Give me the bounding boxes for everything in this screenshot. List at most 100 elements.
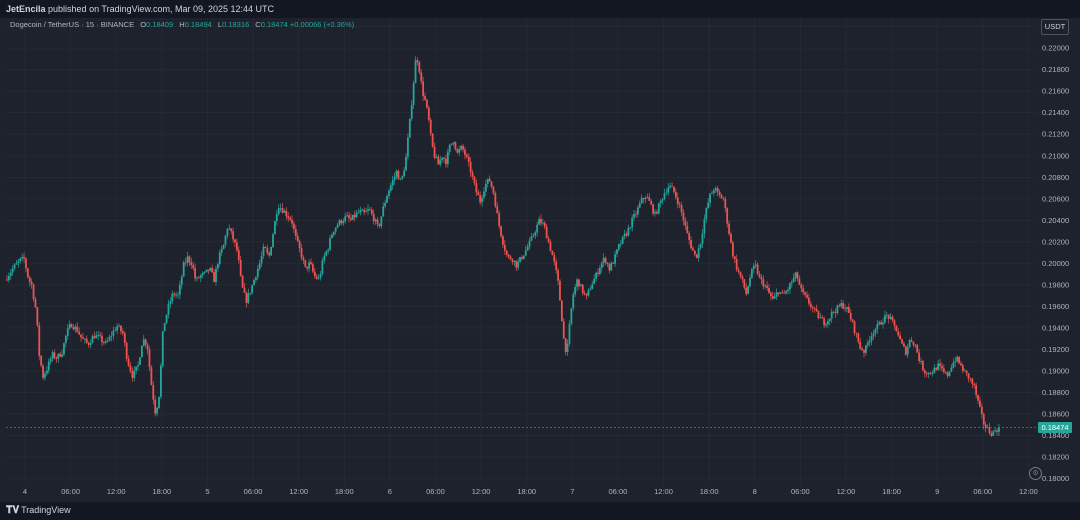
candle-body <box>513 260 516 262</box>
last-price-tag: 0.18474 <box>1038 422 1072 434</box>
candle-body <box>929 372 932 374</box>
candle-body <box>847 306 850 313</box>
candle-body <box>980 406 983 414</box>
candle-body <box>610 262 613 271</box>
candle-body <box>984 424 987 428</box>
candle-body <box>23 256 25 259</box>
candle-body <box>340 220 343 224</box>
candle-body <box>505 250 508 255</box>
candle-body <box>785 291 788 294</box>
candle-body <box>403 170 406 177</box>
candle-body <box>750 268 753 278</box>
candle-body <box>325 251 328 256</box>
candle-body <box>446 151 449 165</box>
low-label: L <box>217 20 223 29</box>
candle-body <box>796 272 799 279</box>
candle-body <box>960 363 962 366</box>
candle-body <box>885 314 888 316</box>
candle-body <box>429 119 432 134</box>
candle-body <box>63 343 65 355</box>
candle-body <box>522 255 525 259</box>
publish-bar: JetEncila published on TradingView.com, … <box>0 0 1080 18</box>
candle-body <box>350 218 352 220</box>
chart-area[interactable]: 0.222000.220000.218000.216000.214000.212… <box>6 18 1080 502</box>
candle-body <box>175 294 177 296</box>
candle-body <box>777 292 780 294</box>
price-tick-label: 0.20200 <box>1042 237 1069 246</box>
grid <box>6 18 1036 484</box>
candle-body <box>78 331 81 335</box>
candle-body <box>351 214 354 220</box>
currency-button[interactable]: USDT <box>1041 19 1069 35</box>
tradingview-logo[interactable]: 𝐓𝐕 TradingView <box>6 505 71 516</box>
candle-body <box>825 324 827 326</box>
candle-body <box>433 146 436 158</box>
candle-body <box>296 236 299 241</box>
candle-body <box>76 326 79 332</box>
settings-gear-icon[interactable]: ⚙ <box>1029 467 1042 480</box>
candle-body <box>844 308 846 310</box>
tradingview-mark-icon: 𝐓𝐕 <box>6 505 20 516</box>
time-tick-label: 9 <box>935 487 939 496</box>
candle-body <box>910 340 913 342</box>
candle-body <box>97 335 100 337</box>
candle-body <box>382 206 385 217</box>
time-tick-label: 06:00 <box>61 487 80 496</box>
candle-body <box>180 276 183 285</box>
price-tick-label: 0.19400 <box>1042 323 1069 332</box>
candle-body <box>821 317 824 319</box>
candle-body <box>692 248 694 251</box>
time-tick-label: 18:00 <box>882 487 901 496</box>
candle-body <box>496 206 499 214</box>
candle-body <box>209 267 212 271</box>
candle-body <box>167 303 170 315</box>
candle-body <box>794 272 797 278</box>
price-chart[interactable]: 0.222000.220000.218000.216000.214000.212… <box>6 18 1080 502</box>
author-name[interactable]: JetEncila <box>6 4 46 14</box>
candle-body <box>815 308 818 312</box>
symbol-label[interactable]: Dogecoin / TetherUS · 15 · BINANCE <box>10 20 135 29</box>
candle-body <box>125 342 128 359</box>
candle-body <box>986 427 989 429</box>
candle-body <box>524 250 527 256</box>
time-tick-label: 7 <box>570 487 574 496</box>
candle-body <box>53 352 56 359</box>
candle-body <box>775 292 778 297</box>
candle-body <box>842 303 845 309</box>
candle-body <box>741 276 744 280</box>
candle-body <box>893 320 896 326</box>
price-tick-label: 0.20600 <box>1042 194 1069 203</box>
price-tick-label: 0.22000 <box>1042 44 1069 53</box>
candle-body <box>110 335 113 337</box>
candle-body <box>490 181 493 187</box>
candle-body <box>393 176 396 181</box>
candle-body <box>733 256 736 260</box>
candle-body <box>11 268 14 273</box>
candle-body <box>215 268 217 282</box>
publish-info: JetEncila published on TradingView.com, … <box>6 0 274 18</box>
candle-body <box>226 229 229 236</box>
candle-body <box>336 224 339 228</box>
candle-body <box>222 244 225 250</box>
candle-body <box>597 272 599 274</box>
candle-body <box>897 331 900 336</box>
candle-body <box>562 321 565 339</box>
candle-body <box>764 285 767 287</box>
candle-body <box>104 341 107 343</box>
candle-body <box>279 207 282 209</box>
candle-body <box>532 235 535 237</box>
candle-body <box>967 373 970 379</box>
candle-body <box>481 197 483 203</box>
candle-body <box>384 202 387 207</box>
candle-body <box>903 343 905 347</box>
high-label: H <box>179 20 185 29</box>
candle-body <box>728 223 730 234</box>
candle-body <box>57 353 60 359</box>
price-tick-label: 0.19800 <box>1042 280 1069 289</box>
candle-body <box>849 312 852 320</box>
candle-body <box>437 156 440 165</box>
candle-body <box>766 285 768 288</box>
candle-body <box>644 197 647 200</box>
candle-body <box>745 287 748 294</box>
candle-body <box>509 256 512 260</box>
